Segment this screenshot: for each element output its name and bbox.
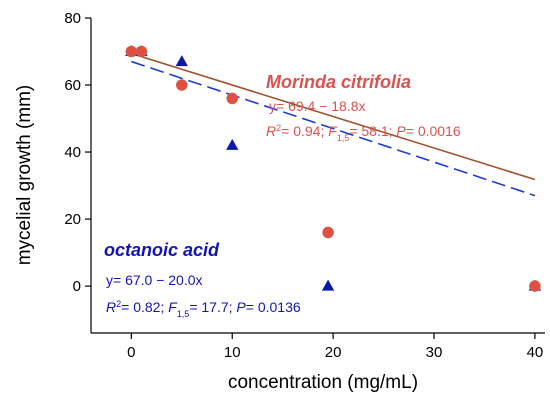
stats-octanoic-r: R	[106, 299, 116, 315]
equation-octanoic: y= 67.0 − 20.0x	[106, 272, 203, 288]
stats-octanoic-f-sub: 1,5	[177, 309, 190, 319]
data-point-morinda	[529, 280, 541, 292]
y-tick-label: 60	[64, 77, 81, 94]
stats-octanoic-r-value: = 0.82;	[121, 299, 168, 315]
x-tick-label: 0	[127, 344, 135, 361]
data-point-morinda	[125, 45, 138, 58]
x-tick-label: 40	[527, 344, 544, 361]
stats-morinda-f: F	[328, 123, 338, 139]
fit-lines-layer	[131, 52, 536, 197]
fit-line-octanoic	[131, 60, 536, 197]
equation-morinda: y= 69.4 − 18.8x	[269, 98, 366, 114]
stats-octanoic-p: P	[236, 299, 246, 315]
stats-morinda-f-value: = 58.1;	[349, 123, 396, 139]
stats-morinda-r-sup: 2	[276, 123, 281, 133]
data-point-morinda	[226, 92, 239, 105]
stats-octanoic-f-value: = 17.7;	[189, 299, 236, 315]
x-tick-label: 30	[426, 344, 443, 361]
stats-morinda-f-sub: 1,5	[337, 133, 350, 143]
series-label-morinda: Morinda citrifolia	[266, 72, 411, 92]
stats-morinda-p-value: = 0.0016	[406, 123, 461, 139]
stats-morinda-r-value: = 0.94;	[281, 123, 328, 139]
data-point-morinda	[176, 79, 188, 91]
x-tick-label: 20	[325, 344, 342, 361]
y-tick-label: 0	[73, 278, 81, 295]
y-tick-label: 40	[64, 144, 81, 161]
x-axis-title: concentration (mg/mL)	[228, 372, 418, 393]
ticks-layer: 0 10 20 30 40 0 20 40 60 80	[64, 10, 543, 361]
series-label-octanoic: octanoic acid	[104, 240, 220, 260]
fit-line-morinda	[131, 52, 536, 181]
data-point-octanoic	[321, 279, 335, 291]
data-point-morinda	[135, 45, 148, 58]
y-tick-label: 20	[64, 211, 81, 228]
points-layer	[125, 45, 542, 292]
stats-morinda-p: P	[396, 123, 406, 139]
stats-octanoic-r-sup: 2	[116, 299, 121, 309]
stats-morinda: R2= 0.94; F1,5= 58.1; P= 0.0016	[266, 123, 461, 143]
y-axis-title: mycelial growth (mm)	[14, 85, 35, 266]
x-tick-label: 10	[224, 344, 241, 361]
data-point-octanoic	[175, 55, 188, 67]
stats-octanoic-f: F	[168, 299, 178, 315]
stats-octanoic: R2= 0.82; F1,5= 17.7; P= 0.0136	[106, 299, 301, 319]
data-point-morinda	[322, 226, 334, 239]
y-tick-label: 80	[64, 10, 81, 27]
stats-octanoic-p-value: = 0.0136	[246, 299, 301, 315]
data-point-octanoic	[226, 138, 239, 150]
stats-morinda-r: R	[266, 123, 276, 139]
